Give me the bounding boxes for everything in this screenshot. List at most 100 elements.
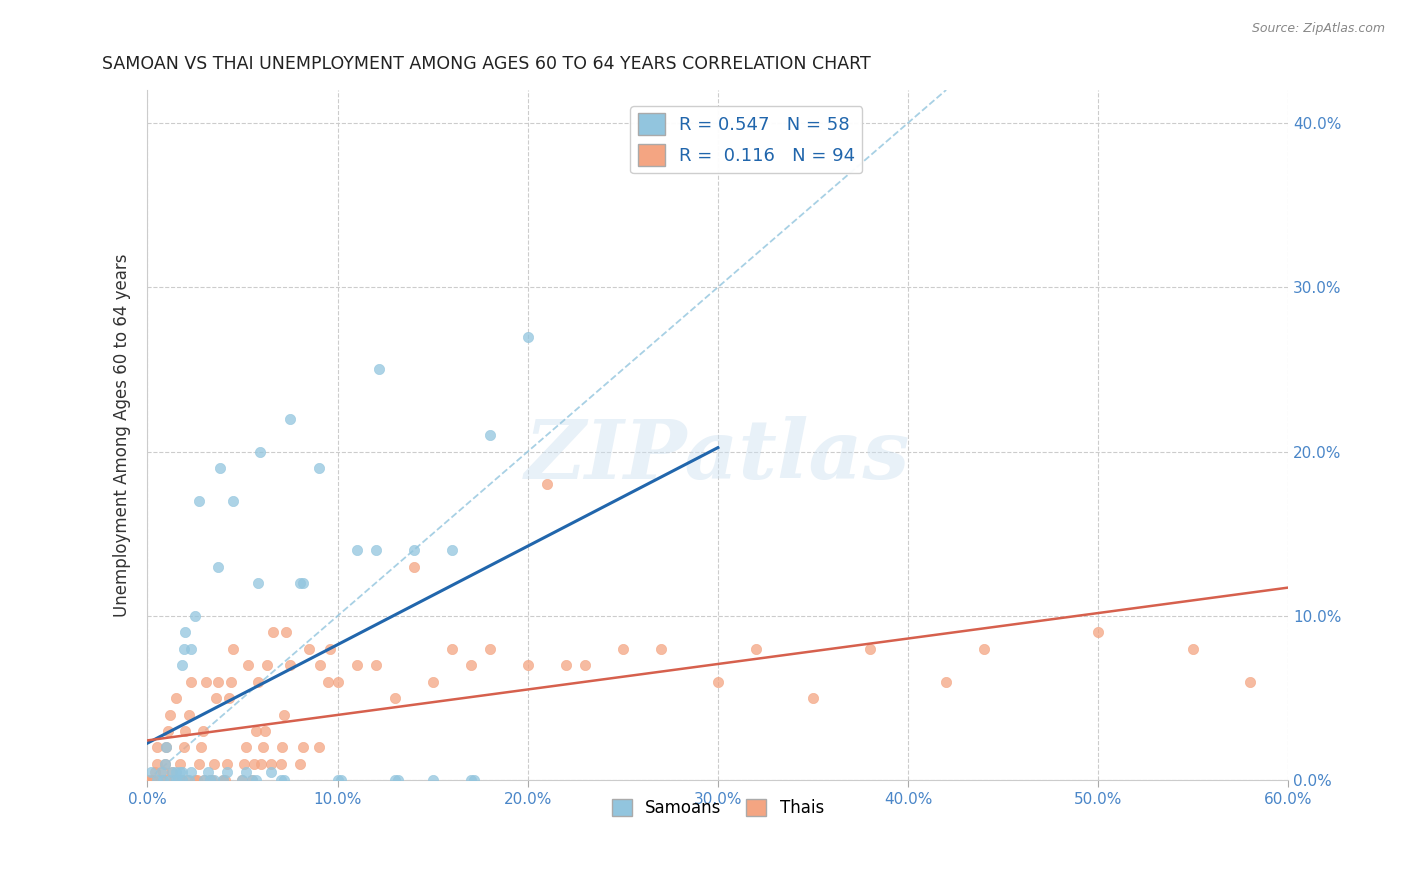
Point	[149, 765, 172, 780]
Point	[197, 765, 219, 780]
Point	[193, 773, 215, 788]
Point	[173, 641, 195, 656]
Point	[384, 773, 406, 788]
Point	[165, 773, 187, 788]
Point	[574, 658, 596, 673]
Point	[308, 740, 330, 755]
Point	[155, 773, 177, 788]
Point	[153, 756, 176, 771]
Point	[235, 765, 257, 780]
Point	[1087, 625, 1109, 640]
Point	[155, 740, 177, 755]
Point	[326, 773, 349, 788]
Point	[142, 773, 165, 788]
Point	[384, 691, 406, 706]
Point	[208, 461, 231, 475]
Point	[1182, 641, 1205, 656]
Point	[516, 658, 538, 673]
Point	[165, 691, 187, 706]
Point	[198, 773, 221, 788]
Point	[650, 641, 672, 656]
Text: ZIPatlas: ZIPatlas	[526, 416, 911, 496]
Point	[249, 444, 271, 458]
Point	[256, 658, 278, 673]
Point	[252, 740, 274, 755]
Point	[152, 765, 174, 780]
Point	[219, 674, 242, 689]
Point	[141, 765, 163, 780]
Point	[387, 773, 409, 788]
Point	[276, 625, 298, 640]
Point	[174, 625, 197, 640]
Point	[346, 658, 368, 673]
Point	[186, 773, 208, 788]
Point	[207, 674, 229, 689]
Point	[207, 559, 229, 574]
Point	[170, 765, 193, 780]
Point	[201, 773, 224, 788]
Point	[173, 740, 195, 755]
Point	[516, 329, 538, 343]
Point	[157, 723, 180, 738]
Point	[160, 765, 183, 780]
Point	[179, 773, 201, 788]
Point	[180, 674, 202, 689]
Point	[402, 559, 425, 574]
Point	[218, 691, 240, 706]
Point	[222, 494, 245, 508]
Point	[478, 641, 501, 656]
Point	[187, 494, 209, 508]
Point	[205, 691, 228, 706]
Point	[346, 543, 368, 558]
Point	[330, 773, 353, 788]
Point	[262, 625, 284, 640]
Point	[214, 773, 236, 788]
Point	[233, 756, 256, 771]
Point	[160, 765, 183, 780]
Point	[554, 658, 576, 673]
Point	[246, 674, 269, 689]
Point	[612, 641, 634, 656]
Point	[174, 723, 197, 738]
Point	[238, 658, 260, 673]
Point	[319, 641, 342, 656]
Point	[1239, 674, 1261, 689]
Point	[298, 641, 321, 656]
Point	[245, 723, 267, 738]
Point	[278, 658, 301, 673]
Point	[246, 576, 269, 591]
Point	[149, 773, 172, 788]
Point	[231, 773, 253, 788]
Point	[193, 773, 215, 788]
Point	[260, 765, 283, 780]
Point	[308, 461, 330, 475]
Point	[180, 765, 202, 780]
Point	[463, 773, 485, 788]
Point	[364, 543, 387, 558]
Point	[146, 773, 169, 788]
Point	[212, 773, 235, 788]
Legend: Samoans, Thais: Samoans, Thais	[605, 792, 831, 823]
Point	[270, 773, 292, 788]
Point	[801, 691, 824, 706]
Point	[745, 641, 768, 656]
Point	[270, 756, 292, 771]
Point	[136, 773, 159, 788]
Text: Source: ZipAtlas.com: Source: ZipAtlas.com	[1251, 22, 1385, 36]
Point	[288, 576, 311, 591]
Point	[146, 756, 169, 771]
Point	[973, 641, 995, 656]
Text: SAMOAN VS THAI UNEMPLOYMENT AMONG AGES 60 TO 64 YEARS CORRELATION CHART: SAMOAN VS THAI UNEMPLOYMENT AMONG AGES 6…	[101, 55, 870, 73]
Point	[935, 674, 957, 689]
Point	[166, 773, 188, 788]
Point	[187, 756, 209, 771]
Point	[231, 773, 253, 788]
Point	[422, 773, 444, 788]
Point	[153, 756, 176, 771]
Point	[273, 773, 295, 788]
Point	[278, 411, 301, 425]
Point	[217, 765, 239, 780]
Point	[190, 740, 212, 755]
Point	[222, 641, 245, 656]
Point	[159, 773, 181, 788]
